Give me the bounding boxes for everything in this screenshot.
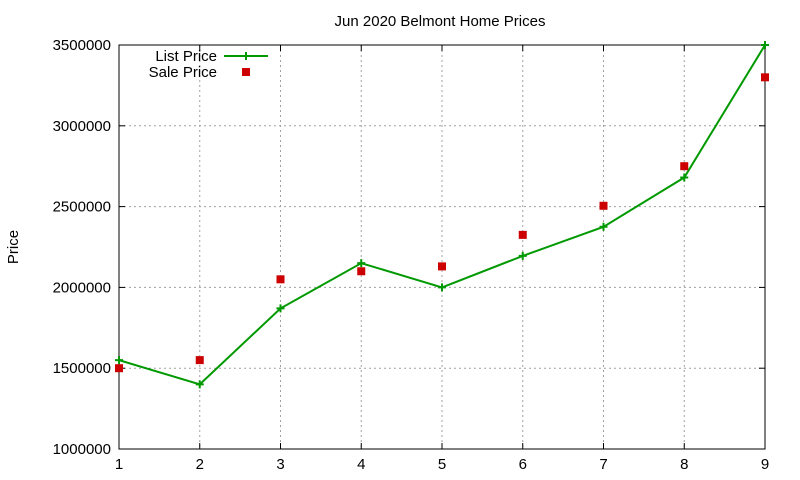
data-point-sale-price [195, 356, 204, 365]
data-point-list-price [438, 283, 446, 292]
data-point-list-price [680, 173, 689, 182]
x-tick-label: 1 [115, 456, 123, 473]
y-tick-label: 2500000 [53, 199, 111, 216]
legend-label-sale-price: Sale Price [149, 64, 217, 81]
data-point-sale-price [518, 230, 527, 239]
y-tick-label: 3500000 [53, 37, 111, 54]
data-point-sale-price [599, 201, 608, 210]
data-point-list-price [518, 251, 527, 260]
data-point-sale-price [438, 262, 446, 271]
series-sale-price [115, 73, 769, 373]
y-tick-label: 1500000 [53, 360, 111, 377]
legend: List Price Sale Price [149, 48, 268, 81]
x-tick-label: 3 [276, 456, 284, 473]
data-point-sale-price [276, 275, 285, 284]
x-tick-label: 2 [196, 456, 204, 473]
x-tick-label: 8 [680, 456, 688, 473]
data-point-list-price [115, 356, 123, 365]
y-axis-label: Price [5, 230, 22, 264]
data-point-list-price [195, 380, 204, 389]
legend-label-list-price: List Price [155, 48, 217, 65]
x-tick-label: 5 [438, 456, 446, 473]
x-tick-label: 4 [357, 456, 365, 473]
x-tick-label: 7 [599, 456, 607, 473]
x-tick-label: 9 [761, 456, 769, 473]
legend-marker-list-price [242, 52, 250, 60]
data-point-sale-price [761, 73, 769, 82]
data-point-list-price [599, 222, 608, 231]
data-point-sale-price [680, 162, 689, 171]
data-point-list-price [276, 304, 285, 313]
data-point-list-price [761, 41, 769, 49]
y-tick-label: 3000000 [53, 118, 111, 135]
grid-lines [119, 45, 765, 449]
series-list-price [115, 41, 769, 389]
y-tick-label: 1000000 [53, 441, 111, 458]
legend-marker-sale-price [242, 68, 250, 76]
x-tick-label: 6 [519, 456, 527, 473]
data-point-sale-price [115, 364, 123, 373]
chart-title: Jun 2020 Belmont Home Prices [335, 13, 546, 30]
data-point-list-price [357, 259, 366, 268]
y-tick-label: 2000000 [53, 279, 111, 296]
data-point-sale-price [357, 267, 366, 276]
axis-ticks: 1 2 3 4 5 6 7 8 9 1000000 1500000 2000000 2500000 300… [53, 37, 770, 473]
series-layer [115, 41, 769, 389]
